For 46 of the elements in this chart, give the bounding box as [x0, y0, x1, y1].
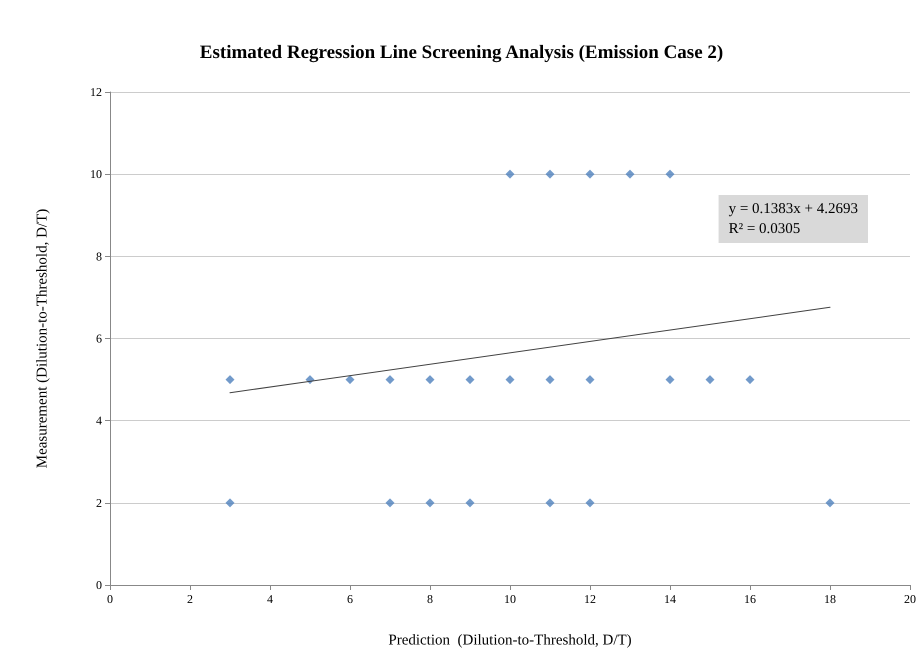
point [426, 375, 434, 384]
point [386, 375, 394, 384]
point [546, 498, 554, 508]
x-tick-label: 2 [187, 592, 193, 606]
point [626, 170, 634, 179]
x-tick-label: 0 [107, 592, 113, 606]
point [586, 170, 594, 179]
point [666, 170, 674, 179]
point [586, 375, 594, 384]
point [426, 498, 434, 508]
x-axis-title: Prediction (Dilution-to-Threshold, D/T) [388, 632, 632, 648]
point [226, 375, 234, 384]
point [466, 375, 474, 384]
y-tick-label: 2 [96, 496, 102, 510]
y-tick-label: 10 [90, 167, 102, 182]
x-tick-label: 8 [427, 592, 433, 606]
x-tick-label: 10 [504, 592, 516, 606]
point [546, 170, 554, 179]
x-tick-label: 14 [664, 592, 676, 606]
chart-title: Estimated Regression Line Screening Analysis (Emission Case 2) [200, 42, 724, 63]
point [746, 375, 754, 384]
x-tick-label: 18 [824, 592, 836, 606]
point [386, 498, 394, 508]
x-tick-label: 12 [584, 592, 596, 606]
point [506, 170, 514, 179]
y-tick-label: 6 [96, 332, 102, 346]
point [706, 375, 714, 384]
annotation: R² = 0.0305 [728, 221, 800, 237]
point [546, 375, 554, 384]
y-tick-label: 8 [96, 249, 102, 264]
x-tick-label: 20 [904, 592, 916, 606]
y-tick-label: 0 [96, 578, 102, 592]
point [826, 498, 834, 508]
point [586, 498, 594, 508]
point [466, 498, 474, 508]
annotation: y = 0.1383x + 4.2693 [728, 201, 858, 217]
point [666, 375, 674, 384]
x-tick-label: 4 [267, 592, 273, 606]
y-tick-label: 4 [96, 414, 102, 428]
x-tick-label: 6 [347, 592, 353, 606]
y-axis-title: Measurement (Dilution-to-Threshold, D/T) [34, 208, 50, 468]
y-tick-label: 12 [90, 85, 102, 99]
point [346, 375, 354, 384]
point [506, 375, 514, 384]
point [226, 498, 234, 508]
x-tick-label: 16 [744, 592, 756, 606]
